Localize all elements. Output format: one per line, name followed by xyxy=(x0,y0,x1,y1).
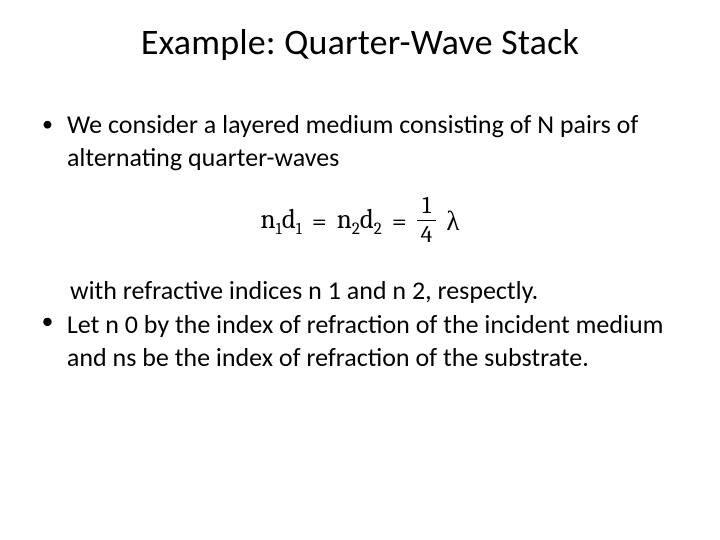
continuation-text: with refractive indices n 1 and n 2, res… xyxy=(0,274,720,307)
bullet-marker-2: ● xyxy=(42,308,53,336)
equation: n1d1 = n2d2 = 1 4 λ xyxy=(261,195,460,248)
eq-term-n1d1: n1d1 xyxy=(261,204,302,238)
bullet-item-1: • We consider a layered medium consistin… xyxy=(0,108,720,173)
bullet-text-1: We consider a layered medium consisting … xyxy=(67,108,684,173)
bullet-item-2: ● Let n 0 by the index of refraction of … xyxy=(0,308,720,373)
eq-sub-1b: 1 xyxy=(296,220,302,239)
second-block: with refractive indices n 1 and n 2, res… xyxy=(0,274,720,374)
eq-n2: n xyxy=(337,204,352,235)
eq-sub-1: 1 xyxy=(276,220,282,239)
eq-d2: d xyxy=(360,204,374,235)
slide: Example: Quarter-Wave Stack • We conside… xyxy=(0,0,720,540)
eq-sub-2b: 2 xyxy=(374,220,382,239)
slide-title: Example: Quarter-Wave Stack xyxy=(0,20,720,64)
eq-lambda: λ xyxy=(446,206,459,237)
eq-term-n2d2: n2d2 xyxy=(337,204,382,238)
eq-equals-2: = xyxy=(392,206,407,237)
eq-frac-num: 1 xyxy=(418,194,435,218)
eq-d: d xyxy=(282,204,296,235)
equation-block: n1d1 = n2d2 = 1 4 λ xyxy=(0,195,720,248)
bullet-text-2: Let n 0 by the index of refraction of th… xyxy=(67,308,684,373)
eq-n: n xyxy=(261,204,276,235)
bullet-marker: • xyxy=(42,108,53,140)
eq-fraction: 1 4 xyxy=(417,194,437,247)
eq-equals-1: = xyxy=(312,206,327,237)
eq-frac-den: 4 xyxy=(417,223,437,247)
eq-sub-2: 2 xyxy=(352,220,360,239)
